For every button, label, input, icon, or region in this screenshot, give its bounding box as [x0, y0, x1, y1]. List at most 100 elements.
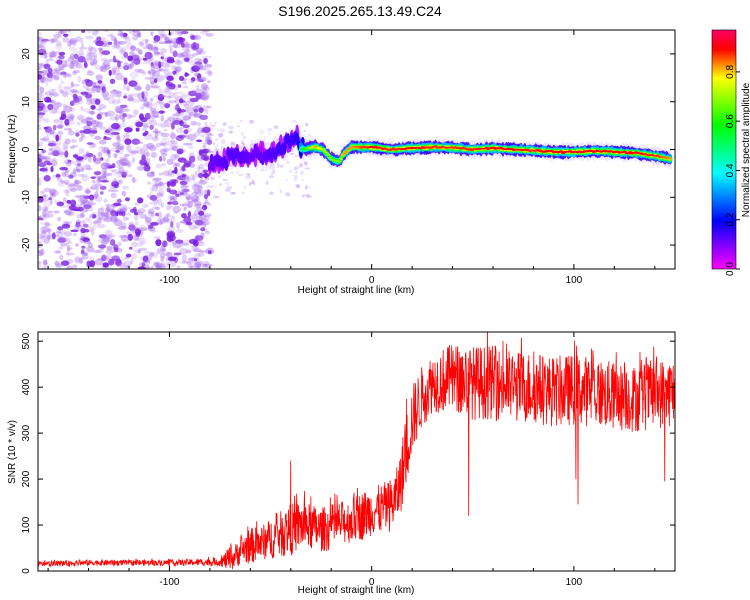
- noise-blob: [150, 62, 154, 67]
- noise-blob: [123, 62, 129, 67]
- noise-blob: [139, 214, 147, 219]
- noise-blob: [51, 150, 60, 154]
- noise-blob: [143, 164, 151, 172]
- noise-blob: [248, 182, 251, 186]
- noise-blob: [117, 198, 122, 204]
- noise-blob: [180, 145, 184, 151]
- noise-blob: [103, 257, 110, 262]
- noise-blob: [147, 181, 151, 185]
- noise-blob: [52, 232, 56, 240]
- noise-blob: [162, 148, 170, 152]
- noise-blob: [162, 247, 167, 253]
- noise-blob: [112, 99, 120, 105]
- noise-blob: [107, 41, 113, 45]
- noise-blob: [150, 81, 155, 85]
- noise-blob: [137, 266, 146, 269]
- noise-blob: [178, 75, 185, 81]
- noise-blob: [43, 55, 48, 60]
- noise-blob: [129, 229, 134, 234]
- noise-blob: [80, 119, 89, 124]
- noise-blob: [193, 34, 202, 41]
- noise-blob: [139, 255, 147, 261]
- noise-blob: [124, 207, 134, 210]
- noise-blob: [106, 34, 113, 38]
- noise-blob: [103, 135, 107, 139]
- noise-blob: [224, 188, 231, 192]
- noise-blob: [203, 142, 207, 146]
- noise-blob: [110, 215, 118, 223]
- noise-blob: [95, 158, 103, 161]
- noise-blob: [171, 145, 178, 151]
- noise-blob: [144, 216, 149, 220]
- noise-blob: [115, 212, 119, 217]
- noise-blob: [127, 97, 135, 102]
- noise-blob: [70, 81, 74, 88]
- noise-blob: [41, 74, 45, 80]
- noise-blob: [217, 133, 224, 138]
- noise-blob: [75, 165, 85, 173]
- noise-blob: [121, 171, 128, 176]
- noise-blob: [191, 53, 199, 57]
- noise-blob: [133, 248, 142, 253]
- noise-blob: [201, 92, 210, 100]
- noise-blob: [124, 37, 131, 44]
- noise-blob: [190, 35, 196, 40]
- noise-blob: [145, 83, 151, 92]
- noise-blob: [198, 107, 204, 113]
- noise-blob: [122, 216, 128, 222]
- noise-blob: [173, 95, 183, 100]
- noise-blob: [53, 199, 58, 204]
- noise-blob: [114, 69, 121, 76]
- noise-blob: [60, 180, 65, 184]
- noise-blob: [119, 105, 125, 110]
- noise-blob: [97, 47, 104, 51]
- noise-blob: [123, 95, 127, 99]
- noise-blob: [115, 72, 123, 81]
- noise-blob: [119, 104, 128, 108]
- colorbar-tick-label: 0.6: [725, 114, 736, 128]
- spectrogram-ytick-label: 10: [21, 96, 32, 108]
- noise-blob: [205, 33, 214, 37]
- noise-blob: [59, 89, 64, 94]
- noise-blob: [43, 259, 48, 265]
- noise-blob: [197, 59, 203, 62]
- noise-blob: [248, 173, 251, 177]
- noise-blob: [60, 260, 70, 267]
- noise-blob: [142, 203, 149, 208]
- noise-blob: [115, 44, 121, 50]
- noise-blob: [268, 191, 274, 195]
- noise-blob: [72, 168, 76, 175]
- noise-blob: [95, 249, 104, 254]
- noise-blob: [131, 156, 136, 163]
- noise-blob: [150, 85, 159, 89]
- snr-ytick-label: 200: [21, 470, 32, 487]
- noise-blob: [195, 84, 200, 90]
- colorbar-gradient: [712, 30, 736, 269]
- noise-blob: [136, 32, 142, 39]
- noise-blob: [62, 91, 70, 98]
- noise-blob: [175, 65, 182, 73]
- noise-blob: [118, 163, 124, 170]
- noise-blob: [120, 234, 129, 243]
- noise-blob: [101, 50, 111, 56]
- noise-blob: [55, 173, 61, 178]
- noise-blob: [133, 58, 141, 65]
- noise-blob: [62, 141, 69, 149]
- noise-blob: [187, 133, 197, 141]
- noise-blob: [70, 89, 78, 93]
- noise-blob: [63, 86, 71, 90]
- noise-blob: [180, 93, 187, 100]
- noise-blob: [191, 244, 198, 252]
- noise-blob: [124, 35, 130, 39]
- noise-blob: [90, 228, 95, 236]
- ridge-cell: [338, 158, 343, 160]
- noise-blob: [153, 40, 161, 45]
- noise-blob: [195, 195, 199, 202]
- noise-blob: [206, 189, 211, 194]
- noise-blob: [65, 30, 72, 33]
- noise-blob: [126, 231, 131, 236]
- noise-blob: [63, 231, 73, 237]
- noise-blob: [129, 246, 133, 250]
